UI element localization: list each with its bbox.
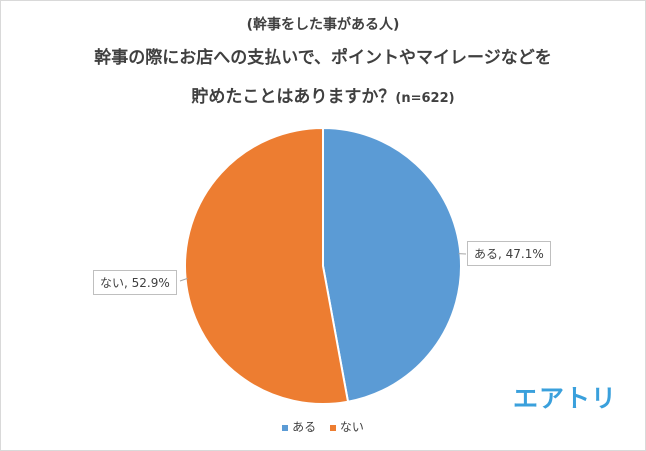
chart-legend: ある ない — [0, 418, 646, 435]
legend-item-aru: ある — [282, 418, 316, 435]
pie-slice-aru — [322, 126, 462, 403]
data-label-nai: ない, 52.9% — [93, 270, 177, 295]
data-label-aru: ある, 47.1% — [467, 241, 551, 266]
chart-title-line1: 幹事の際にお店への支払いで、ポイントやマイレージなどを — [94, 48, 552, 68]
legend-label-aru: ある — [292, 420, 317, 434]
pie-slice-nai-leader-line — [179, 277, 188, 282]
chart-title-question: 貯めたことはありますか？ — [191, 87, 396, 107]
legend-item-nai: ない — [329, 418, 364, 435]
pie-slice-nai — [184, 126, 350, 405]
chart-title-sample-size: (n=622) — [395, 91, 455, 106]
legend-swatch-nai — [329, 424, 336, 431]
airtrip-logo: エアトリ — [513, 384, 618, 413]
legend-swatch-aru — [282, 424, 289, 431]
chart-title-line2: 貯めたことはありますか？(n=622) — [0, 82, 646, 107]
chart-subtitle: (幹事をした事がある人) — [246, 17, 400, 33]
legend-label-nai: ない — [339, 420, 364, 434]
